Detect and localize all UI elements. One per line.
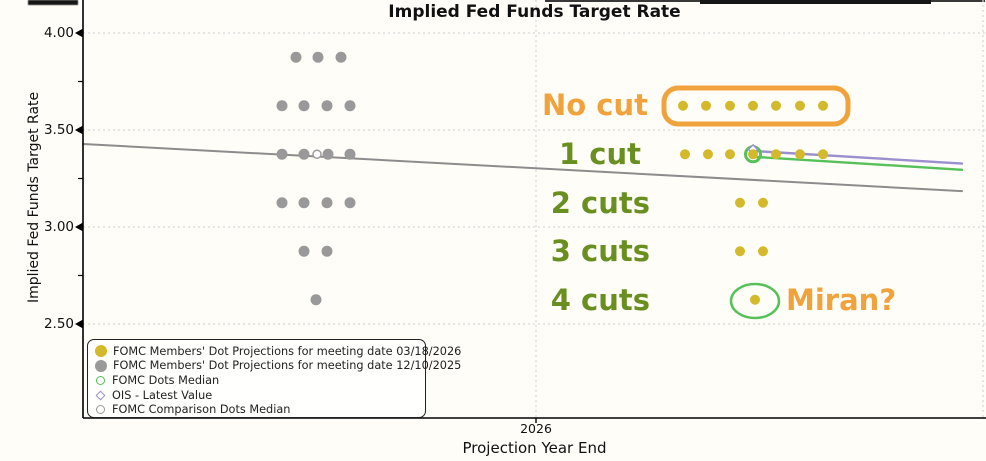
purple-diamond-marker-icon bbox=[95, 390, 106, 401]
legend-item-fomc-dots-2026[interactable]: FOMC Members' Dot Projections for meetin… bbox=[95, 344, 461, 359]
chart-legend: FOMC Members' Dot Projections for meetin… bbox=[87, 339, 461, 418]
annotation-3-cuts: 3 cuts bbox=[550, 234, 650, 268]
y-tick-label: 3.00 bbox=[43, 219, 74, 235]
annotation-miran: Miran? bbox=[786, 283, 897, 317]
y-tick-label: 2.50 bbox=[43, 316, 74, 332]
legend-item-label: OIS - Latest Value bbox=[112, 388, 213, 402]
legend-item-fomc-dots-2025[interactable]: FOMC Members' Dot Projections for meetin… bbox=[95, 359, 461, 374]
legend-item-label: FOMC Members' Dot Projections for meetin… bbox=[113, 359, 462, 373]
legend-item-fomc-dots-median[interactable]: FOMC Dots Median bbox=[95, 373, 418, 388]
x-tick-label: 2026 bbox=[520, 421, 552, 436]
chart-title: Implied Fed Funds Target Rate bbox=[388, 2, 681, 22]
y-tick-label: 3.50 bbox=[43, 122, 74, 138]
annotation-2-cuts: 2 cuts bbox=[550, 186, 650, 220]
gray-open-circle-marker-icon bbox=[96, 405, 105, 415]
x-axis-title: Projection Year End bbox=[462, 439, 607, 457]
legend-item-fomc-comparison-dots-median[interactable]: FOMC Comparison Dots Median bbox=[95, 402, 418, 417]
legend-item-ois-latest-value[interactable]: OIS - Latest Value bbox=[95, 388, 418, 403]
yellow-dot-marker-icon bbox=[95, 345, 107, 358]
cropped-toolbar-fragment bbox=[700, 0, 931, 4]
green-open-circle-marker-icon bbox=[96, 375, 105, 385]
annotation-4-cuts: 4 cuts bbox=[550, 283, 650, 317]
cropped-toolbar-fragment bbox=[28, 0, 78, 5]
legend-item-label: FOMC Dots Median bbox=[112, 373, 220, 387]
annotation-no-cut: No cut bbox=[542, 88, 648, 122]
legend-item-label: FOMC Comparison Dots Median bbox=[112, 403, 291, 417]
y-axis-title: Implied Fed Funds Target Rate bbox=[26, 91, 42, 304]
legend-item-label: FOMC Members' Dot Projections for meetin… bbox=[113, 344, 462, 358]
gray-dot-marker-icon bbox=[95, 359, 107, 372]
y-tick-label: 4.00 bbox=[43, 25, 74, 41]
annotation-1-cut: 1 cut bbox=[559, 137, 641, 171]
